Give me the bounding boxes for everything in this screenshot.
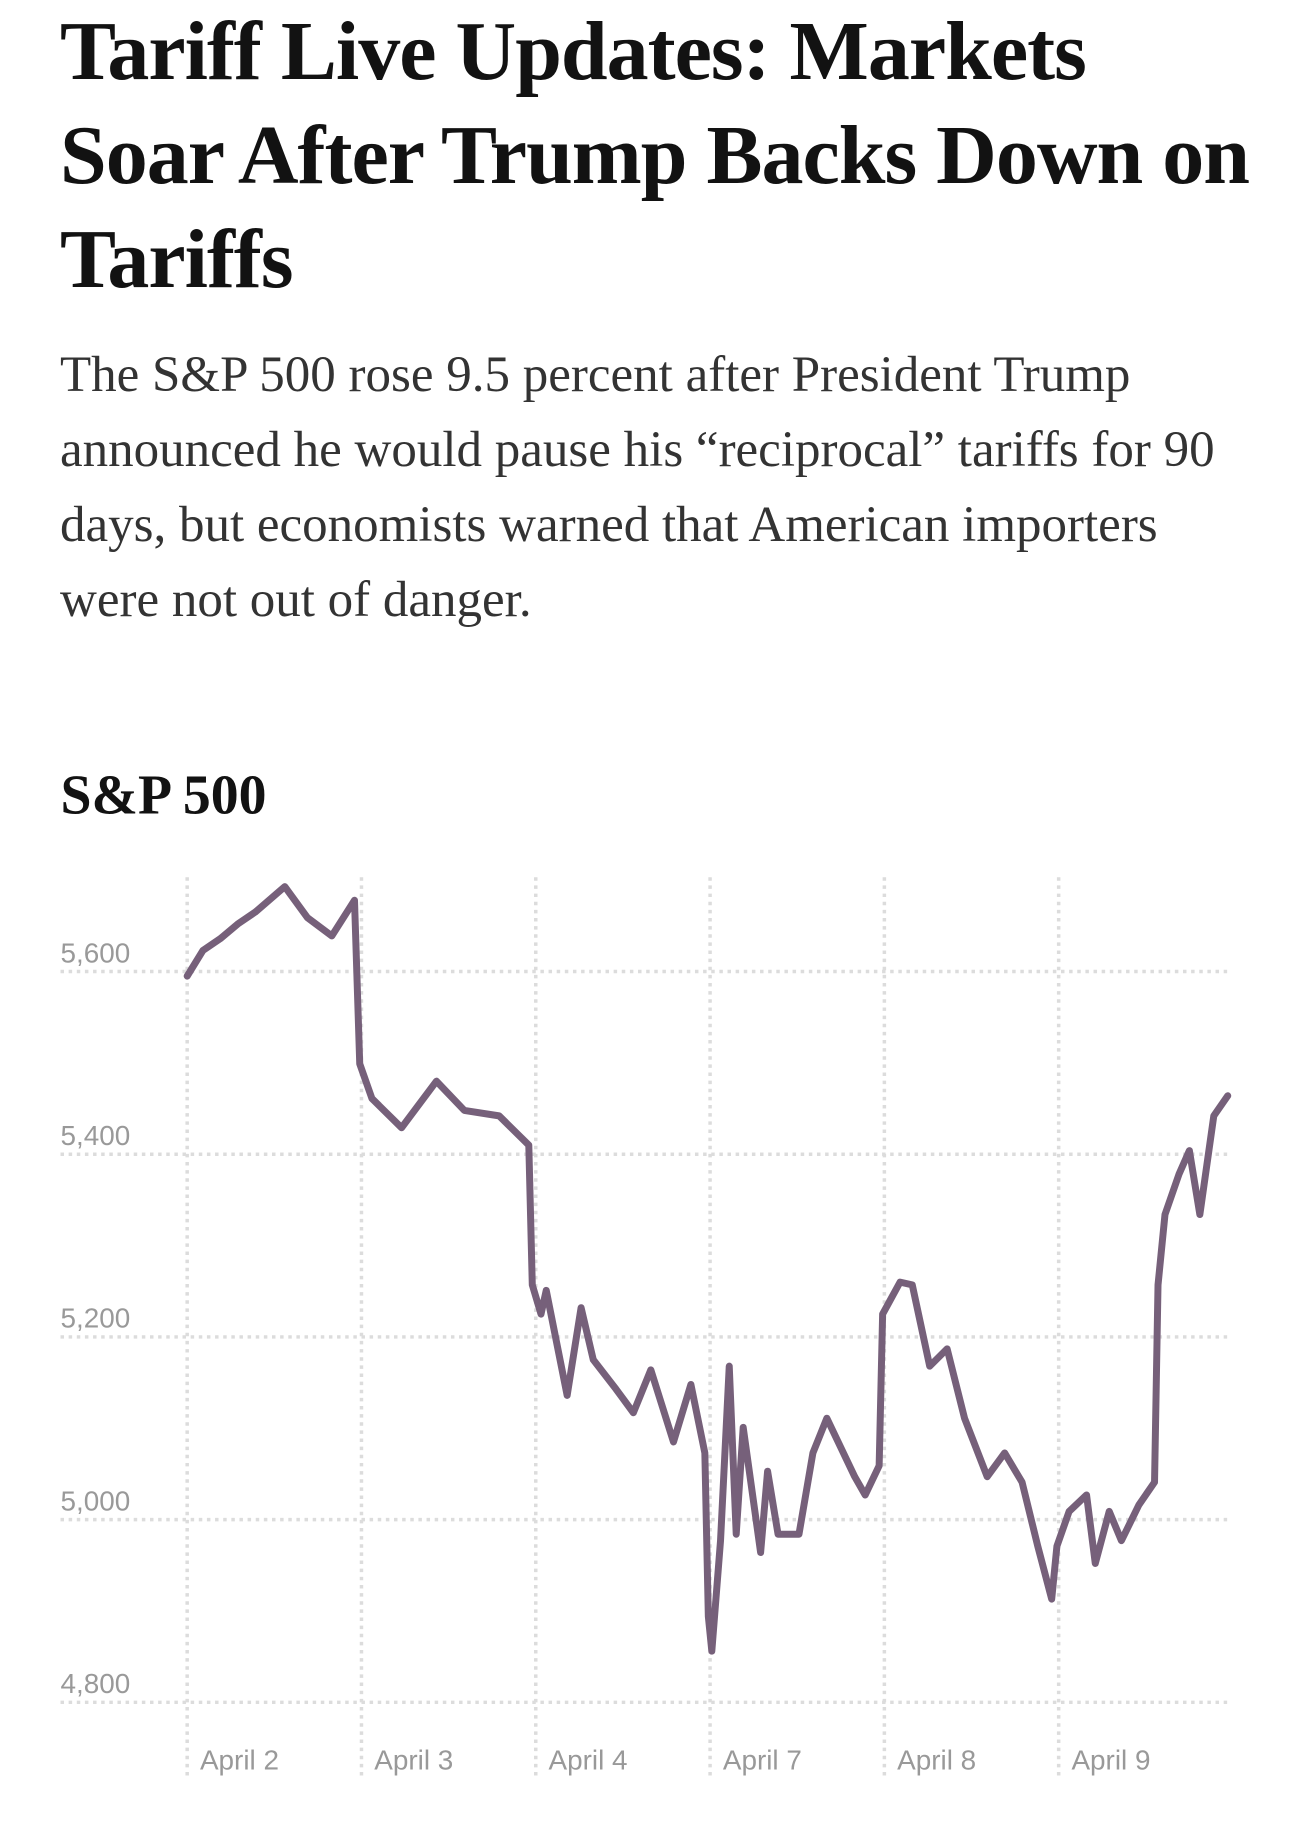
y-tick-label: 5,000: [61, 1485, 131, 1516]
y-tick-label: 4,800: [61, 1668, 131, 1699]
summary: The S&P 500 rose 9.5 percent after Presi…: [60, 347, 1215, 628]
x-tick-label: April 4: [549, 1745, 628, 1776]
x-tick-label: April 3: [374, 1745, 453, 1776]
y-tick-label: 5,400: [61, 1120, 131, 1151]
headline: Tariff Live Updates: Markets Soar After …: [60, 5, 1250, 306]
y-tick-label: 5,600: [61, 937, 131, 968]
chart-title: S&P 500: [61, 764, 267, 826]
x-tick-label: April 2: [200, 1745, 279, 1776]
x-tick-label: April 8: [897, 1745, 976, 1776]
line-series: [183, 883, 1232, 1655]
x-tick-label: April 7: [723, 1745, 802, 1776]
x-tick-label: April 9: [1071, 1745, 1150, 1776]
y-tick-label: 5,200: [61, 1303, 131, 1334]
